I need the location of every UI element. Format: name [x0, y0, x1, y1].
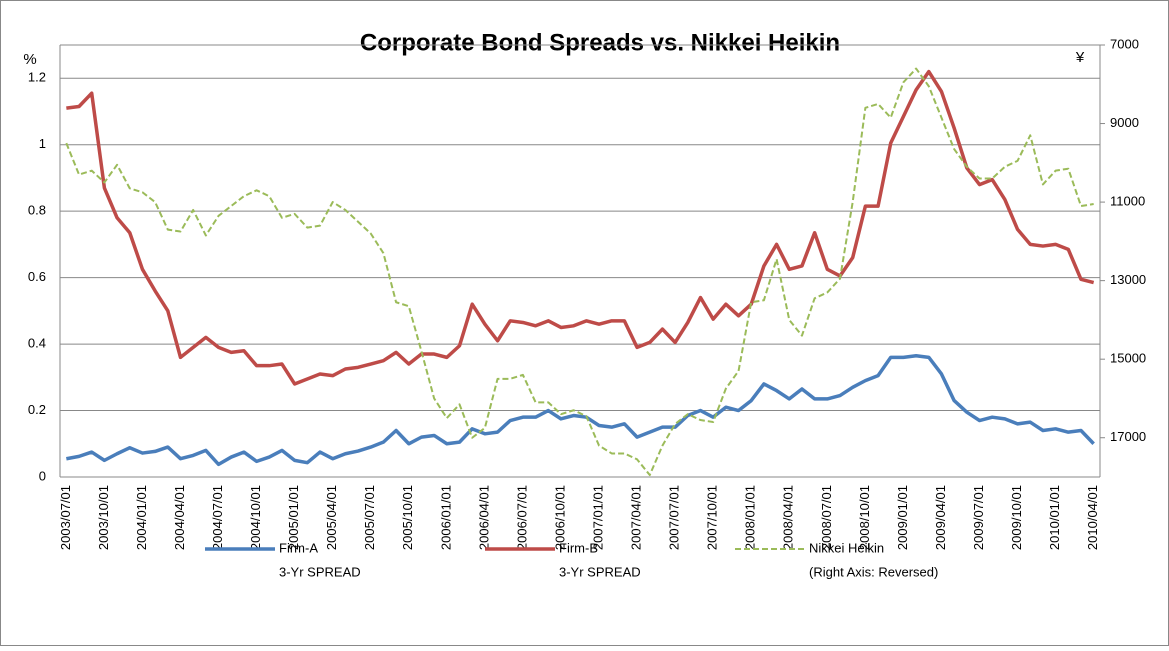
x-tick-label: 2003/10/01 [96, 485, 111, 550]
y2-tick-label: 13000 [1110, 272, 1146, 287]
legend-label: Nikkei Heikin [809, 540, 884, 555]
y2-tick-label: 7000 [1110, 36, 1139, 51]
x-tick-label: 2008/01/01 [743, 485, 758, 550]
x-tick-label: 2009/04/01 [933, 485, 948, 550]
y-tick-label: 0.6 [28, 269, 46, 284]
y-tick-label: 0 [39, 468, 46, 483]
x-tick-label: 2007/10/01 [705, 485, 720, 550]
x-tick-label: 2008/04/01 [781, 485, 796, 550]
x-tick-label: 2006/07/01 [514, 485, 529, 550]
legend-label: Firm-B [559, 540, 598, 555]
x-tick-label: 2005/10/01 [400, 485, 415, 550]
x-tick-label: 2003/07/01 [58, 485, 73, 550]
y-tick-label: 0.4 [28, 336, 46, 351]
series-line [66, 69, 1095, 386]
series-line [65, 67, 1094, 477]
legend-label: Firm-A [279, 540, 318, 555]
x-tick-label: 2006/10/01 [552, 485, 567, 550]
y-tick-label: 1.2 [28, 70, 46, 85]
y-tick-label: 0.8 [28, 203, 46, 218]
x-tick-label: 2006/04/01 [476, 485, 491, 550]
x-tick-label: 2010/04/01 [1085, 485, 1100, 550]
x-tick-label: 2009/10/01 [1009, 485, 1024, 550]
x-tick-label: 2005/01/01 [286, 485, 301, 550]
x-tick-label: 2008/07/01 [819, 485, 834, 550]
series-line [66, 353, 1095, 467]
y-unit: % [23, 51, 36, 68]
legend-label: (Right Axis: Reversed) [809, 564, 938, 579]
x-tick-label: 2009/01/01 [895, 485, 910, 550]
legend-label: 3-Yr SPREAD [559, 564, 641, 579]
x-tick-label: 2004/10/01 [248, 485, 263, 550]
y2-tick-label: 15000 [1110, 351, 1146, 366]
y2-tick-label: 11000 [1110, 194, 1145, 209]
x-tick-label: 2007/07/01 [667, 485, 682, 550]
x-tick-label: 2004/04/01 [172, 485, 187, 550]
x-tick-label: 2010/01/01 [1047, 485, 1062, 550]
x-tick-label: 2006/01/01 [438, 485, 453, 550]
y-tick-label: 1 [39, 136, 46, 151]
x-tick-label: 2007/01/01 [590, 485, 605, 550]
y2-tick-label: 17000 [1110, 429, 1146, 444]
x-tick-label: 2008/10/01 [857, 485, 872, 550]
x-tick-label: 2005/07/01 [362, 485, 377, 550]
x-tick-label: 2005/04/01 [324, 485, 339, 550]
y2-unit: ¥ [1075, 49, 1085, 66]
x-tick-label: 2004/07/01 [210, 485, 225, 550]
y2-tick-label: 9000 [1110, 115, 1139, 130]
legend-label: 3-Yr SPREAD [279, 564, 361, 579]
y-tick-label: 0.2 [28, 402, 46, 417]
chart-title: Corporate Bond Spreads vs. Nikkei Heikin [360, 29, 840, 56]
x-tick-label: 2004/01/01 [134, 485, 149, 550]
x-tick-label: 2007/04/01 [629, 485, 644, 550]
x-tick-label: 2009/07/01 [971, 485, 986, 550]
